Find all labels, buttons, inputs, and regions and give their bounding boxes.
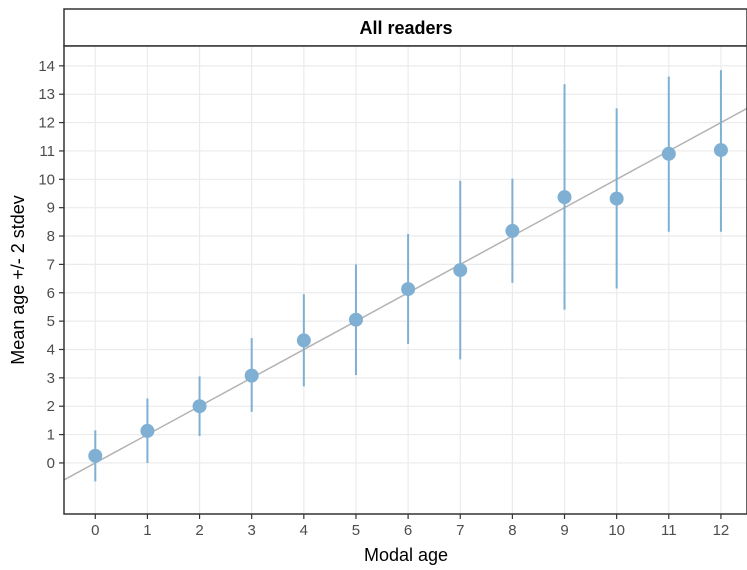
x-tick-label: 4 xyxy=(300,522,308,539)
data-point xyxy=(140,423,155,438)
y-tick-label: 6 xyxy=(47,285,55,302)
x-tick-label: 1 xyxy=(143,522,151,539)
x-tick-label: 11 xyxy=(661,522,677,539)
x-tick-label: 6 xyxy=(404,522,412,539)
y-tick-label: 12 xyxy=(38,115,55,132)
x-tick-label: 0 xyxy=(91,522,99,539)
panel-border xyxy=(63,45,747,515)
y-tick-label: 10 xyxy=(38,171,55,188)
x-tick-label: 7 xyxy=(456,522,464,539)
x-tick-label: 5 xyxy=(352,522,360,539)
data-point xyxy=(453,263,468,278)
y-tick-label: 0 xyxy=(47,455,55,472)
y-tick-label: 8 xyxy=(47,228,55,245)
data-point xyxy=(713,143,728,158)
y-tick-label: 11 xyxy=(39,143,55,160)
x-tick-label: 2 xyxy=(195,522,203,539)
y-tick-label: 14 xyxy=(38,58,55,75)
x-axis: 0 1 2 3 4 5 6 7 8 9 10 11 12 xyxy=(91,514,729,539)
x-tick-label: 9 xyxy=(560,522,568,539)
x-tick-label: 8 xyxy=(508,522,516,539)
data-point xyxy=(88,448,103,463)
data-point xyxy=(192,399,207,414)
y-tick-label: 13 xyxy=(38,86,55,103)
y-tick-label: 2 xyxy=(47,398,55,415)
y-tick-label: 4 xyxy=(47,341,55,358)
facet-title: All readers xyxy=(359,18,452,38)
facet-strip xyxy=(63,8,747,47)
data-point xyxy=(661,146,676,161)
x-tick-label: 10 xyxy=(608,522,625,539)
data-point xyxy=(505,223,520,238)
data-point xyxy=(609,191,624,206)
data-point xyxy=(557,190,572,205)
y-tick-label: 7 xyxy=(47,256,55,273)
x-axis-title: Modal age xyxy=(364,545,448,565)
x-tick-label: 12 xyxy=(713,522,730,539)
y-tick-label: 9 xyxy=(47,200,55,217)
data-point xyxy=(401,282,416,297)
data-point xyxy=(296,333,311,348)
y-tick-label: 3 xyxy=(47,370,55,387)
y-tick-label: 1 xyxy=(47,427,55,444)
plot-panel xyxy=(64,46,747,514)
data-point xyxy=(348,312,363,327)
y-axis-title: Mean age +/- 2 stdev xyxy=(8,195,28,365)
y-tick-label: 5 xyxy=(47,313,55,330)
x-tick-label: 3 xyxy=(248,522,256,539)
data-point xyxy=(244,368,259,383)
point-layer xyxy=(88,143,728,463)
